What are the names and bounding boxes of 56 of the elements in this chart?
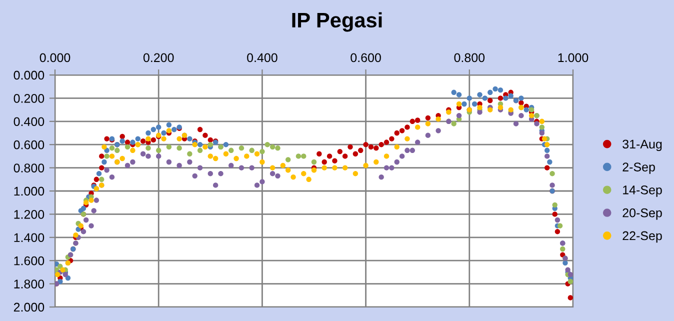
- point: [552, 202, 558, 208]
- x-tick-label: 0.000: [40, 53, 70, 62]
- y-tick-label: 1.000: [14, 186, 44, 196]
- point: [550, 171, 555, 176]
- point: [270, 144, 276, 150]
- x-tick-label: 0.600: [350, 53, 381, 62]
- point: [528, 107, 534, 112]
- point: [104, 154, 110, 159]
- point: [55, 267, 60, 272]
- point: [99, 176, 104, 182]
- point: [539, 124, 545, 130]
- point: [286, 157, 291, 162]
- y-tick-label: 2.000: [14, 302, 44, 312]
- x-tick-label: 0.800: [454, 53, 485, 62]
- legend-label: 2-Sep: [622, 162, 655, 174]
- point: [260, 148, 265, 154]
- y-tick-label: 1.400: [14, 233, 44, 242]
- y-tick-label: 1.600: [14, 256, 44, 266]
- point: [197, 148, 203, 153]
- point: [275, 145, 280, 151]
- y-tick-label: 0.000: [14, 70, 44, 80]
- point: [296, 154, 302, 159]
- point: [301, 154, 306, 159]
- y-tick-label: 0.600: [14, 140, 44, 150]
- y-tick-label: 1.200: [14, 210, 44, 219]
- point: [187, 151, 192, 156]
- point: [238, 145, 244, 151]
- x-tick-label: 0.200: [143, 53, 174, 62]
- point: [109, 145, 115, 151]
- point: [166, 144, 172, 150]
- x-tick-label: 1.000: [558, 53, 588, 62]
- point: [249, 148, 254, 153]
- point: [124, 144, 130, 150]
- legend-label: 20-Sep: [622, 208, 662, 220]
- point: [560, 246, 566, 252]
- point: [557, 223, 563, 228]
- point: [311, 159, 317, 165]
- point: [58, 264, 63, 269]
- chart-title: IP Pegasi: [292, 12, 382, 32]
- point: [208, 142, 213, 148]
- y-tick-label: 0.200: [14, 94, 44, 103]
- x-tick-label: 0.400: [247, 53, 278, 62]
- legend-label: 14-Sep: [623, 186, 662, 197]
- y-tick-label: 1.800: [14, 280, 44, 288]
- legend-label: 31-Aug: [622, 140, 662, 152]
- point: [114, 148, 120, 153]
- point: [451, 121, 456, 126]
- point: [568, 278, 573, 284]
- y-tick-label: 0.800: [14, 164, 44, 172]
- point: [146, 145, 151, 151]
- point: [176, 145, 182, 151]
- legend-label: 22-Sep: [622, 231, 662, 243]
- point: [156, 148, 162, 153]
- point: [228, 148, 234, 153]
- point: [264, 142, 270, 148]
- y-tick-label: 0.400: [14, 117, 44, 126]
